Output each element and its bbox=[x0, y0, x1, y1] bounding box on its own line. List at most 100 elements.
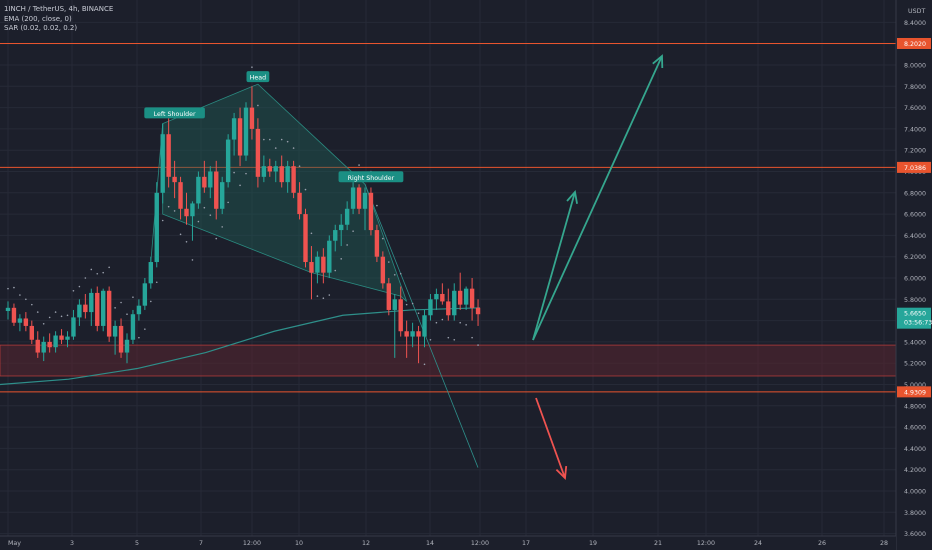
candle-body[interactable] bbox=[5, 307, 11, 312]
candle-body[interactable] bbox=[410, 331, 415, 337]
candle-body[interactable] bbox=[17, 318, 23, 323]
candle-body[interactable] bbox=[344, 208, 350, 225]
candle-body[interactable] bbox=[315, 256, 320, 273]
candle-body[interactable] bbox=[339, 224, 344, 231]
candle-body[interactable] bbox=[112, 325, 118, 337]
candle-body[interactable] bbox=[327, 240, 332, 273]
candle-body[interactable] bbox=[422, 315, 427, 337]
candle-body[interactable] bbox=[214, 171, 219, 209]
sar-dot bbox=[263, 138, 265, 141]
candle-body[interactable] bbox=[463, 288, 469, 305]
ema-indicator-label[interactable]: EMA (200, close, 0) bbox=[4, 14, 72, 23]
candle-body[interactable] bbox=[273, 166, 278, 172]
projection-arrow-down-head[interactable] bbox=[555, 465, 568, 480]
candle-body[interactable] bbox=[404, 331, 409, 337]
candle-body[interactable] bbox=[321, 256, 326, 273]
head-and-shoulders-pattern[interactable] bbox=[162, 83, 408, 302]
candle-body[interactable] bbox=[475, 307, 481, 315]
candle-body[interactable] bbox=[398, 299, 403, 332]
candle-body[interactable] bbox=[231, 118, 237, 140]
candle-body[interactable] bbox=[362, 192, 368, 209]
candle-body[interactable] bbox=[23, 318, 29, 326]
candle-body[interactable] bbox=[118, 325, 124, 353]
sar-indicator-label[interactable]: SAR (0.02, 0.02, 0.2) bbox=[4, 24, 78, 32]
candle-body[interactable] bbox=[208, 171, 213, 188]
candle-body[interactable] bbox=[261, 166, 267, 177]
sar-dot bbox=[399, 272, 402, 275]
candle-body[interactable] bbox=[428, 299, 433, 316]
candle-body[interactable] bbox=[285, 166, 290, 183]
candle-body[interactable] bbox=[148, 262, 153, 284]
projection-arrow-long[interactable] bbox=[532, 55, 663, 341]
candle-body[interactable] bbox=[458, 290, 463, 305]
candle-body[interactable] bbox=[440, 293, 445, 302]
candle-body[interactable] bbox=[65, 336, 70, 340]
candle-body[interactable] bbox=[291, 166, 296, 193]
candle-body[interactable] bbox=[184, 208, 189, 217]
candle-body[interactable] bbox=[124, 339, 130, 353]
candle-body[interactable] bbox=[95, 292, 100, 326]
candle-body[interactable] bbox=[77, 304, 82, 318]
candle-body[interactable] bbox=[279, 166, 284, 183]
candle-body[interactable] bbox=[469, 288, 475, 308]
candle-body[interactable] bbox=[356, 187, 362, 209]
candle-body[interactable] bbox=[225, 139, 231, 183]
candle-body[interactable] bbox=[11, 307, 17, 323]
candle-body[interactable] bbox=[53, 335, 58, 348]
symbol-line[interactable]: 1INCH / TetherUS, 4h, BINANCE bbox=[4, 5, 114, 13]
projection-arrow-short[interactable] bbox=[532, 191, 576, 341]
candle-body[interactable] bbox=[386, 283, 391, 310]
candle-body[interactable] bbox=[303, 214, 308, 263]
candle-body[interactable] bbox=[89, 292, 94, 313]
candle-body[interactable] bbox=[35, 339, 40, 353]
price-tick-label: 4.4000 bbox=[904, 446, 926, 453]
candle-body[interactable] bbox=[249, 107, 255, 129]
time-tick-label: 21 bbox=[654, 540, 662, 547]
candle-body[interactable] bbox=[130, 314, 136, 340]
candle-body[interactable] bbox=[297, 192, 302, 215]
candle-body[interactable] bbox=[350, 187, 356, 209]
candle-body[interactable] bbox=[83, 304, 88, 313]
candle-body[interactable] bbox=[374, 230, 380, 257]
candle-body[interactable] bbox=[416, 331, 421, 337]
candle-body[interactable] bbox=[71, 317, 76, 337]
candle-body[interactable] bbox=[101, 290, 106, 326]
sar-dot bbox=[7, 287, 9, 290]
candle-body[interactable] bbox=[59, 335, 64, 340]
candle-body[interactable] bbox=[309, 262, 314, 273]
candle-body[interactable] bbox=[172, 176, 177, 183]
neckline-extension[interactable] bbox=[364, 184, 479, 468]
candle-body[interactable] bbox=[243, 107, 249, 156]
candle-body[interactable] bbox=[166, 134, 171, 177]
candle-body[interactable] bbox=[154, 192, 159, 263]
support-zone[interactable] bbox=[0, 344, 897, 377]
candle-body[interactable] bbox=[446, 301, 451, 316]
candle-body[interactable] bbox=[237, 118, 243, 156]
candle-body[interactable] bbox=[47, 341, 52, 348]
candle-body[interactable] bbox=[190, 203, 195, 217]
projection-arrow-short-head[interactable] bbox=[566, 190, 578, 204]
candle-body[interactable] bbox=[434, 293, 439, 300]
candle-body[interactable] bbox=[380, 256, 386, 284]
candle-body[interactable] bbox=[452, 290, 457, 316]
time-tick-label: 12:00 bbox=[243, 540, 261, 547]
candle-body[interactable] bbox=[196, 176, 201, 204]
candle-body[interactable] bbox=[368, 192, 374, 231]
candle-body[interactable] bbox=[255, 128, 261, 177]
candle-body[interactable] bbox=[136, 305, 142, 315]
candle-body[interactable] bbox=[267, 166, 272, 172]
candle-body[interactable] bbox=[392, 299, 397, 310]
candle-body[interactable] bbox=[178, 182, 183, 209]
candle-body[interactable] bbox=[29, 325, 34, 340]
candle-body[interactable] bbox=[142, 283, 148, 306]
candle-body[interactable] bbox=[41, 341, 46, 353]
candle-body[interactable] bbox=[160, 134, 165, 193]
projection-arrow-down[interactable] bbox=[535, 397, 566, 479]
sar-dot bbox=[19, 294, 21, 296]
candle-body[interactable] bbox=[220, 182, 225, 209]
projection-arrow-long-head[interactable] bbox=[652, 54, 664, 69]
candle-body[interactable] bbox=[106, 290, 112, 337]
candle-body[interactable] bbox=[202, 176, 207, 188]
candle-body[interactable] bbox=[333, 230, 338, 241]
